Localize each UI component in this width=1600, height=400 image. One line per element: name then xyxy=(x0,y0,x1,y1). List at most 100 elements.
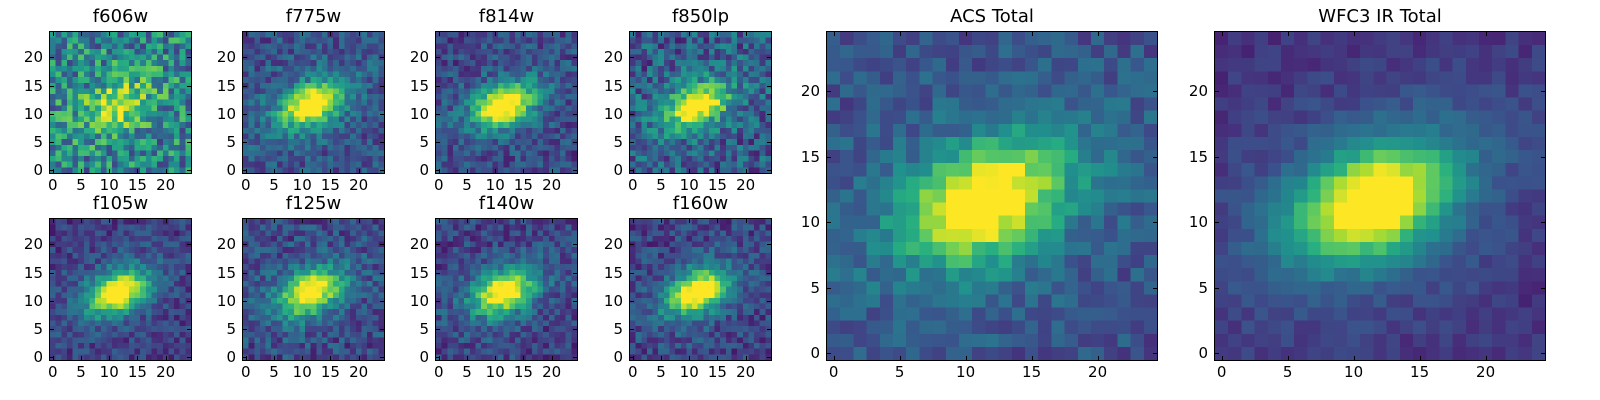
y-tick-label: 20 xyxy=(23,48,43,67)
y-tick-label: 0 xyxy=(810,344,820,363)
y-tick-mark xyxy=(436,85,440,87)
x-tick-mark xyxy=(661,219,663,223)
x-tick-mark xyxy=(689,356,691,360)
y-tick-mark xyxy=(243,300,247,302)
x-tick-mark xyxy=(467,219,469,223)
y-tick-label: 5 xyxy=(419,132,429,151)
y-tick-mark xyxy=(1153,222,1157,224)
x-tick-mark xyxy=(745,219,747,223)
x-tick-mark xyxy=(245,219,247,223)
x-tick-mark xyxy=(137,169,139,173)
x-tick-mark xyxy=(81,356,83,360)
y-tick-label: 5 xyxy=(419,319,429,338)
y-tick-mark xyxy=(243,272,247,274)
x-tick-mark xyxy=(302,219,304,223)
y-tick-mark xyxy=(243,357,247,359)
x-tick-mark xyxy=(965,356,967,360)
y-tick-label: 10 xyxy=(409,291,429,310)
y-tick-mark xyxy=(573,170,577,172)
y-tick-label: 15 xyxy=(800,147,820,166)
x-tick-mark xyxy=(495,32,497,36)
x-tick-label: 10 xyxy=(956,363,976,381)
x-tick-label: 15 xyxy=(320,363,340,381)
y-tick-mark xyxy=(1153,156,1157,158)
x-tick-label: 5 xyxy=(269,363,279,381)
y-tick-mark xyxy=(187,85,191,87)
y-tick-label: 10 xyxy=(800,213,820,232)
x-tick-mark xyxy=(52,219,54,223)
y-tick-mark xyxy=(380,300,384,302)
y-tick-label: 5 xyxy=(810,278,820,297)
y-tick-label: 0 xyxy=(226,348,236,367)
y-tick-label: 10 xyxy=(603,291,623,310)
y-tick-label: 10 xyxy=(216,104,236,123)
y-tick-label: 20 xyxy=(23,235,43,254)
y-tick-label: 0 xyxy=(613,348,623,367)
x-tick-label: 10 xyxy=(485,176,505,194)
x-tick-mark xyxy=(467,356,469,360)
x-tick-label: 5 xyxy=(656,363,666,381)
x-tick-mark xyxy=(438,32,440,36)
x-tick-mark xyxy=(523,32,525,36)
x-tick-label: 0 xyxy=(828,363,839,381)
y-tick-mark xyxy=(243,85,247,87)
x-tick-label: 0 xyxy=(628,176,638,194)
x-tick-mark xyxy=(689,32,691,36)
x-tick-mark xyxy=(717,219,719,223)
x-tick-mark xyxy=(358,219,360,223)
x-tick-mark xyxy=(165,169,167,173)
y-tick-mark xyxy=(1541,222,1545,224)
y-tick-mark xyxy=(630,141,634,143)
heatmap-image xyxy=(1214,31,1546,361)
x-tick-mark xyxy=(717,169,719,173)
y-tick-label: 10 xyxy=(1188,213,1208,232)
x-tick-label: 20 xyxy=(156,363,176,381)
x-tick-mark xyxy=(717,356,719,360)
x-tick-label: 15 xyxy=(1410,363,1430,381)
x-tick-label: 0 xyxy=(1216,363,1227,381)
y-tick-mark xyxy=(50,57,54,59)
y-tick-mark xyxy=(436,328,440,330)
x-tick-mark xyxy=(1419,32,1421,36)
y-tick-mark xyxy=(187,328,191,330)
y-tick-mark xyxy=(50,244,54,246)
x-tick-mark xyxy=(495,219,497,223)
x-tick-label: 20 xyxy=(349,363,369,381)
y-tick-mark xyxy=(767,85,771,87)
y-tick-mark xyxy=(50,272,54,274)
y-tick-label: 15 xyxy=(409,263,429,282)
x-tick-mark xyxy=(81,219,83,223)
x-tick-label: 5 xyxy=(76,176,86,194)
x-tick-mark xyxy=(137,356,139,360)
y-tick-mark xyxy=(767,170,771,172)
x-tick-mark xyxy=(109,219,111,223)
y-tick-mark xyxy=(380,244,384,246)
x-tick-mark xyxy=(745,356,747,360)
heatmap-image xyxy=(826,31,1158,361)
x-tick-mark xyxy=(833,32,835,36)
x-tick-mark xyxy=(899,32,901,36)
x-tick-mark xyxy=(1031,32,1033,36)
x-tick-mark xyxy=(1031,356,1033,360)
y-tick-mark xyxy=(767,328,771,330)
y-tick-label: 10 xyxy=(216,291,236,310)
x-tick-mark xyxy=(1287,356,1289,360)
x-tick-mark xyxy=(1097,32,1099,36)
y-tick-mark xyxy=(50,113,54,115)
y-tick-label: 0 xyxy=(33,161,43,180)
x-tick-mark xyxy=(1287,32,1289,36)
y-tick-mark xyxy=(50,170,54,172)
x-tick-mark xyxy=(165,219,167,223)
x-tick-mark xyxy=(302,356,304,360)
y-tick-mark xyxy=(380,57,384,59)
x-tick-label: 10 xyxy=(1344,363,1364,381)
x-tick-label: 0 xyxy=(628,363,638,381)
x-tick-label: 10 xyxy=(99,363,119,381)
x-tick-label: 10 xyxy=(679,363,699,381)
x-tick-mark xyxy=(245,32,247,36)
y-tick-mark xyxy=(187,357,191,359)
heatmap-image xyxy=(242,218,385,361)
x-tick-mark xyxy=(1221,356,1223,360)
x-tick-mark xyxy=(632,219,634,223)
